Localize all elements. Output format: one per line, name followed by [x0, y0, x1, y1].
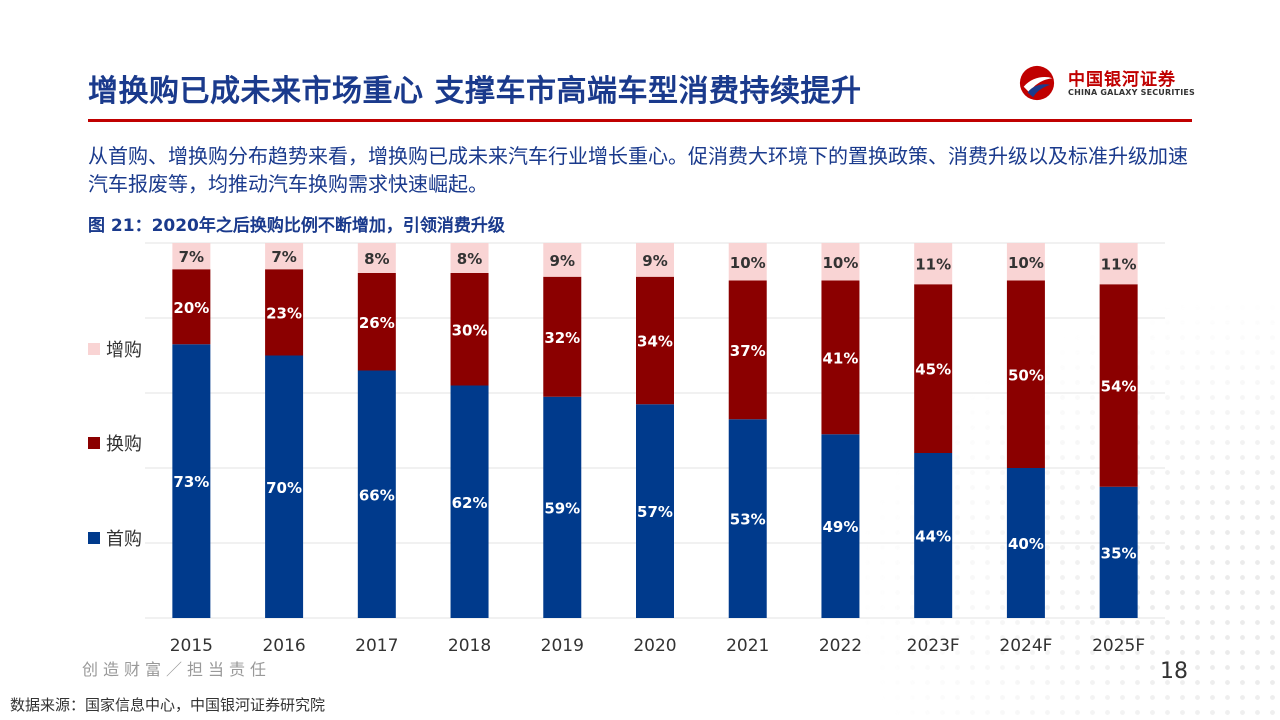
- x-tick-label: 2018: [448, 636, 491, 656]
- legend-swatch-zenggou: [88, 343, 100, 355]
- data-label: 9%: [642, 252, 667, 270]
- background-dot-pattern: [860, 300, 1280, 720]
- data-label: 57%: [637, 503, 673, 521]
- company-logo: 中国银河证券 CHINA GALAXY SECURITIES: [1018, 62, 1198, 106]
- data-label: 62%: [452, 494, 488, 512]
- data-label: 20%: [173, 299, 209, 317]
- bar-segment-huangou: [821, 280, 860, 435]
- data-label: 66%: [359, 486, 395, 504]
- legend-label-zenggou: 增购: [106, 340, 142, 361]
- data-label: 34%: [637, 333, 673, 351]
- page-number: 18: [1160, 659, 1188, 684]
- bar-segment-huangou: [172, 269, 211, 345]
- bar-segment-shougou: [543, 396, 582, 618]
- bar-segment-shougou: [172, 344, 211, 618]
- bar-segment-zenggou: [265, 243, 304, 270]
- legend-label-shougou: 首购: [106, 529, 142, 550]
- x-tick-label: 2021: [726, 636, 769, 656]
- title-divider: [88, 119, 1192, 122]
- bar-segment-zenggou: [357, 243, 396, 273]
- data-source: 数据来源：国家信息中心，中国银河证券研究院: [10, 696, 326, 714]
- x-tick-label: 2017: [355, 636, 398, 656]
- x-tick-label: 2019: [541, 636, 584, 656]
- legend-item-zenggou: 增购: [88, 336, 142, 362]
- data-label: 26%: [359, 314, 395, 332]
- bar-segment-zenggou: [543, 243, 582, 277]
- bar-segment-shougou: [450, 385, 489, 618]
- data-label: 49%: [823, 518, 859, 536]
- bar-segment-huangou: [728, 280, 767, 420]
- data-label: 41%: [823, 349, 859, 367]
- x-tick-label: 2015: [170, 636, 213, 656]
- data-label: 7%: [271, 248, 296, 266]
- bar-segment-zenggou: [914, 243, 953, 285]
- data-label: 10%: [730, 254, 766, 272]
- legend-label-huangou: 换购: [106, 434, 142, 455]
- bar-segment-huangou: [450, 273, 489, 386]
- bar-segment-zenggou: [728, 243, 767, 281]
- data-label: 8%: [364, 250, 389, 268]
- x-tick-label: 2020: [633, 636, 676, 656]
- x-tick-label: 2022: [819, 636, 862, 656]
- logo-english-name: CHINA GALAXY SECURITIES: [1068, 88, 1195, 97]
- legend-item-shougou: 首购: [88, 525, 142, 551]
- summary-text: 从首购、增换购分布趋势来看，增换购已成未来汽车行业增长重心。促消费大环境下的置换…: [88, 144, 1188, 196]
- bar-segment-huangou: [265, 269, 304, 356]
- data-label: 70%: [266, 479, 302, 497]
- bar-segment-shougou: [728, 419, 767, 618]
- data-label: 53%: [730, 511, 766, 529]
- data-label: 73%: [173, 473, 209, 491]
- bar-segment-shougou: [357, 370, 396, 618]
- data-label: 9%: [550, 252, 575, 270]
- figure-caption: 图 21：2020年之后换购比例不断增加，引领消费升级: [88, 216, 505, 236]
- data-label: 11%: [915, 256, 951, 274]
- data-label: 7%: [179, 248, 204, 266]
- page-title: 增换购已成未来市场重心 支撑车市高端车型消费持续提升: [88, 74, 862, 109]
- data-label: 11%: [1101, 256, 1137, 274]
- galaxy-logo-icon: [1019, 65, 1055, 101]
- bar-segment-zenggou: [172, 243, 211, 270]
- bar-segment-zenggou: [821, 243, 860, 281]
- bar-segment-huangou: [357, 273, 396, 371]
- bar-segment-huangou: [543, 276, 582, 397]
- logo-chinese-name: 中国银河证券: [1068, 70, 1176, 90]
- bar-segment-zenggou: [1006, 243, 1045, 281]
- data-label: 10%: [1008, 254, 1044, 272]
- legend-swatch-shougou: [88, 532, 100, 544]
- footer-slogan: 创造财富／担当责任: [82, 660, 272, 679]
- x-tick-label: 2016: [262, 636, 305, 656]
- data-label: 37%: [730, 342, 766, 360]
- bar-segment-huangou: [636, 276, 674, 405]
- bar-segment-zenggou: [1099, 243, 1138, 285]
- bar-segment-shougou: [265, 355, 304, 618]
- data-label: 10%: [823, 254, 859, 272]
- data-label: 59%: [544, 499, 580, 517]
- legend-swatch-huangou: [88, 437, 100, 449]
- data-label: 8%: [457, 250, 482, 268]
- data-label: 30%: [452, 321, 488, 339]
- data-label: 23%: [266, 304, 302, 322]
- legend-item-huangou: 换购: [88, 430, 142, 456]
- bar-segment-zenggou: [636, 243, 674, 277]
- bar-segment-zenggou: [450, 243, 489, 273]
- bar-segment-shougou: [821, 434, 860, 618]
- data-label: 32%: [544, 329, 580, 347]
- bar-segment-shougou: [636, 404, 674, 618]
